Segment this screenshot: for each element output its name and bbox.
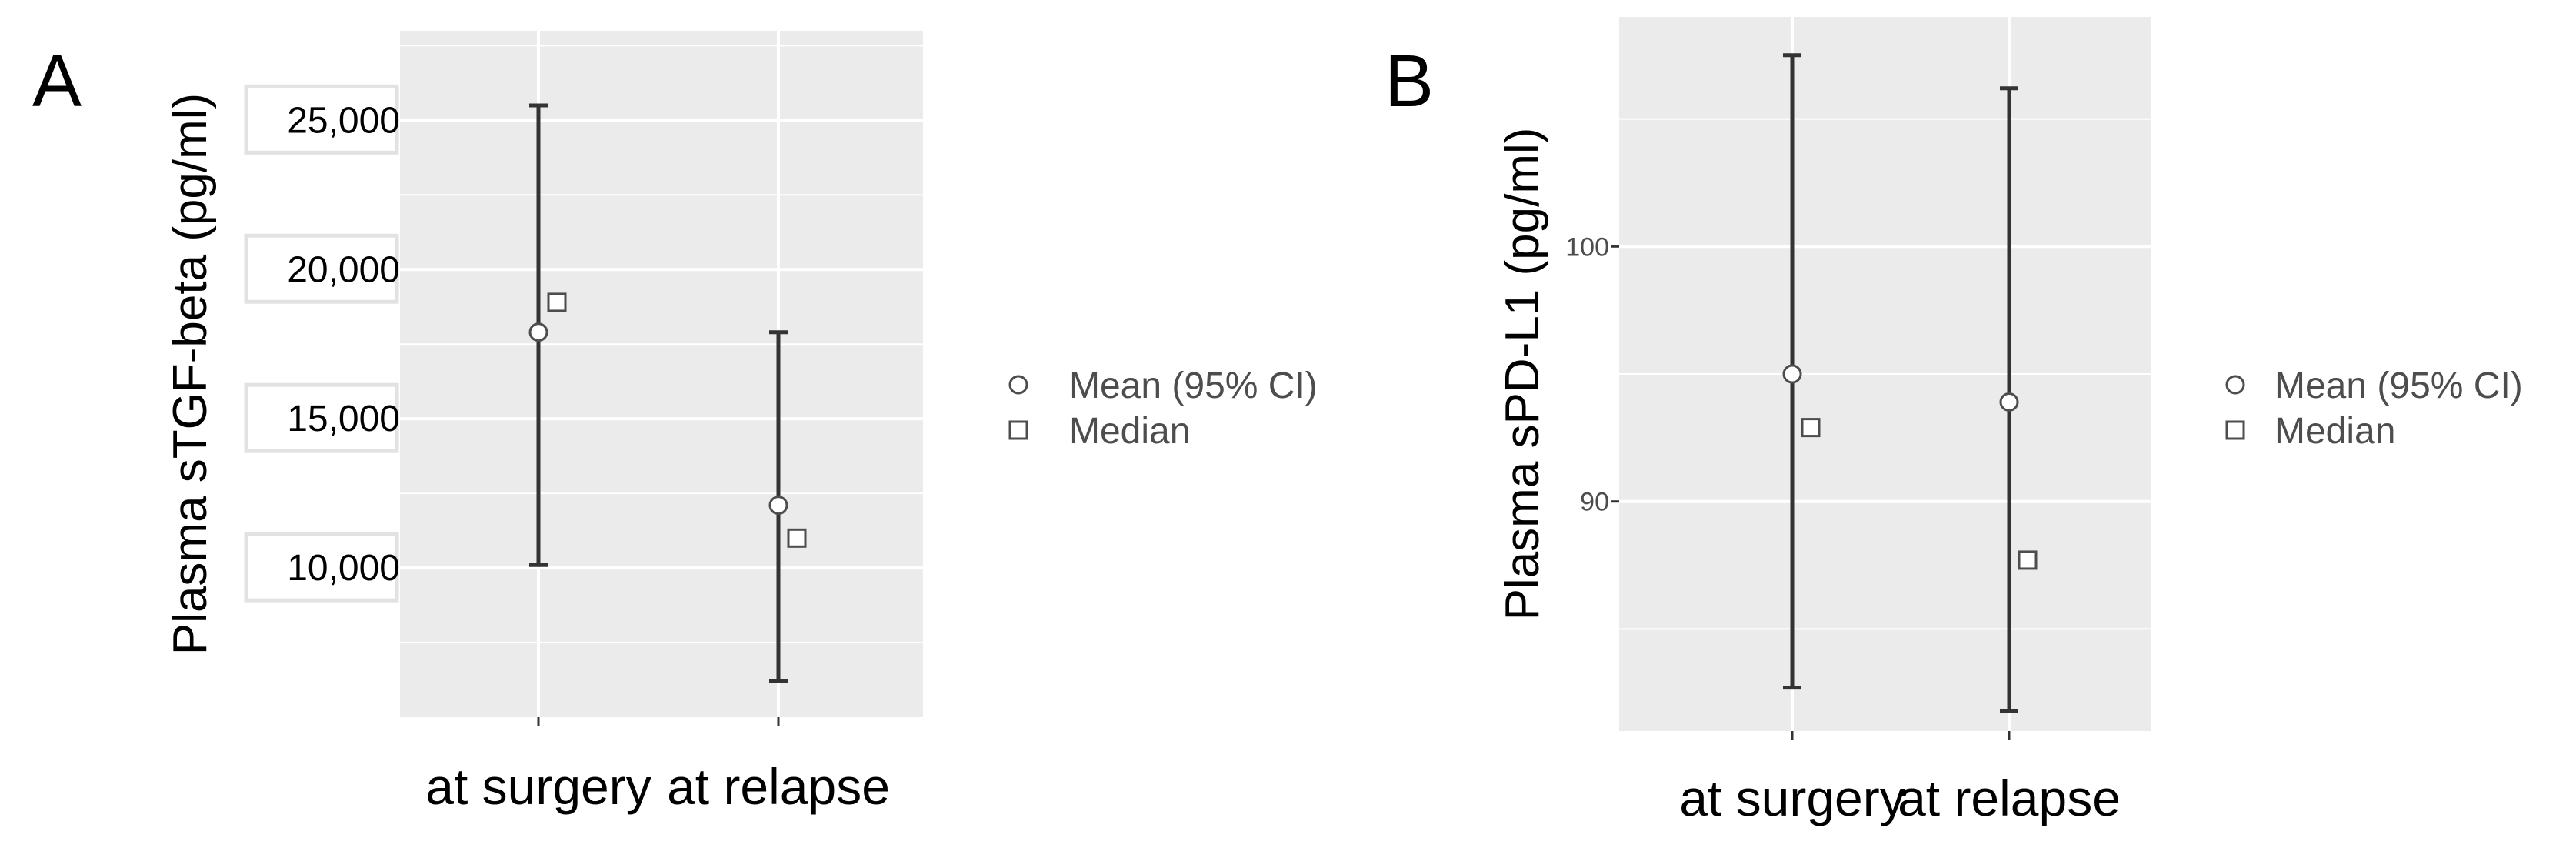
legend-median-marker	[1008, 420, 1028, 440]
panel-a-ytick-label: 10,000	[287, 548, 400, 589]
panel-b-letter: B	[1385, 40, 1434, 122]
panel-a-ytick-box	[244, 233, 399, 304]
panel-a-mean-point	[768, 496, 788, 516]
panel-a-y-axis-label: Plasma sTGF-beta (pg/ml)	[164, 93, 217, 655]
panel-a-ytick-box	[244, 532, 399, 603]
panel-a-xtick-label: at surgery	[425, 758, 651, 815]
panel-b-mean-point	[1782, 364, 1802, 384]
panel-a-plot: 10,000 15,000 20,000 25,000 at surgery at rel…	[164, 31, 923, 815]
panel-a-ytick-box	[244, 382, 399, 453]
panel-b-y-axis-label: Plasma sPD-L1 (pg/ml)	[1496, 128, 1549, 621]
legend-median-label: Median	[2274, 411, 2395, 452]
legend-median-marker	[2225, 420, 2245, 440]
legend-mean-marker	[2225, 375, 2245, 395]
legend-mean-marker	[1008, 375, 1028, 395]
panel-b-xtick-label: at surgery	[1679, 770, 1905, 826]
panel-a-median-point	[787, 528, 807, 548]
panel-a-legend: Mean (95% CI) Median	[1008, 366, 1318, 452]
legend-mean-label: Mean (95% CI)	[1069, 366, 1318, 406]
legend-mean-label: Mean (95% CI)	[2274, 366, 2523, 406]
panel-b-median-point	[1801, 418, 1821, 438]
panel-a-mean-point	[528, 322, 548, 342]
panel-b-xtick-label: at relapse	[1898, 770, 2121, 826]
panel-a-background	[400, 31, 923, 717]
panel-a-ytick-label: 25,000	[287, 100, 400, 141]
legend-median-label: Median	[1069, 411, 1190, 452]
panel-a-xtick-label: at relapse	[667, 758, 890, 815]
panel-a-ytick-label: 20,000	[287, 249, 400, 290]
panel-a-median-point	[547, 292, 567, 312]
panel-a-ytick-box	[244, 84, 399, 155]
panel-b-legend: Mean (95% CI) Median	[2225, 366, 2523, 452]
panel-b-mean-point	[1999, 392, 2019, 412]
panel-b-ytick-label: 100	[1565, 232, 1609, 262]
panel-a-letter: A	[32, 40, 82, 122]
panel-b-median-point	[2018, 550, 2038, 570]
panel-b-ytick-label: 90	[1580, 488, 1609, 517]
panel-a-ytick-label: 15,000	[287, 399, 400, 439]
